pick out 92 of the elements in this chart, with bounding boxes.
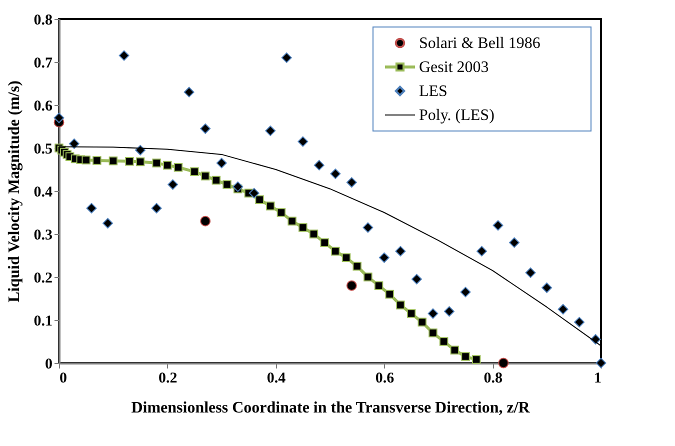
point bbox=[509, 237, 520, 248]
y-tick-label: 0.1 bbox=[34, 314, 52, 330]
point bbox=[135, 144, 146, 156]
point bbox=[396, 300, 405, 310]
point bbox=[102, 218, 114, 228]
y-tick-label: 0.7 bbox=[34, 56, 53, 72]
point bbox=[314, 160, 324, 170]
point bbox=[151, 202, 162, 214]
y-tick-label: 0.2 bbox=[34, 270, 52, 286]
point bbox=[309, 230, 318, 238]
point bbox=[298, 136, 308, 147]
point bbox=[558, 304, 568, 314]
point bbox=[346, 280, 357, 291]
y-tick-label: 0.4 bbox=[34, 184, 53, 200]
point bbox=[92, 156, 102, 165]
point bbox=[265, 126, 276, 136]
legend-label: Poly. (LES) bbox=[419, 107, 494, 124]
point bbox=[190, 167, 199, 176]
point bbox=[212, 176, 221, 185]
point bbox=[525, 267, 536, 278]
point bbox=[108, 156, 118, 166]
point bbox=[411, 274, 422, 284]
point bbox=[222, 180, 232, 189]
point bbox=[542, 282, 552, 293]
point bbox=[288, 216, 296, 226]
point bbox=[428, 308, 438, 319]
point bbox=[472, 355, 481, 364]
point bbox=[200, 172, 210, 180]
point bbox=[232, 181, 244, 192]
x-tick-label: 0.2 bbox=[158, 370, 178, 386]
legend-label: LES bbox=[419, 83, 448, 100]
y-tick-label: 0.6 bbox=[34, 98, 53, 114]
point bbox=[418, 318, 427, 327]
y-tick-label: 0.8 bbox=[34, 12, 52, 28]
point bbox=[266, 202, 275, 210]
point bbox=[364, 272, 372, 282]
point bbox=[82, 156, 90, 164]
point bbox=[378, 252, 390, 263]
point bbox=[450, 346, 460, 354]
point bbox=[590, 334, 601, 345]
point bbox=[492, 220, 504, 231]
point bbox=[346, 177, 357, 188]
point bbox=[395, 246, 406, 256]
point bbox=[125, 156, 134, 166]
x-tick-label: 1 bbox=[594, 370, 602, 386]
point bbox=[331, 246, 340, 256]
y-tick-label: 0.5 bbox=[34, 142, 52, 158]
point bbox=[298, 223, 308, 232]
point bbox=[352, 262, 362, 271]
x-tick-label: 0 bbox=[60, 370, 67, 386]
point bbox=[281, 52, 292, 63]
point bbox=[216, 158, 227, 168]
point bbox=[439, 337, 448, 346]
legend-label: Gesit 2003 bbox=[419, 59, 489, 76]
x-axis-title: Dimensionless Coordinate in the Transverse Direction, z/R bbox=[131, 400, 530, 416]
point bbox=[86, 202, 97, 214]
point bbox=[136, 157, 145, 166]
point bbox=[320, 238, 329, 247]
point bbox=[276, 208, 286, 217]
x-tick-label: 0.8 bbox=[484, 370, 502, 386]
point bbox=[174, 162, 183, 172]
point bbox=[168, 179, 178, 190]
point bbox=[200, 216, 211, 226]
x-tick-label: 0.4 bbox=[266, 370, 286, 386]
point bbox=[596, 358, 606, 368]
y-tick-label: 0.3 bbox=[34, 228, 52, 244]
legend-label: Solari & Bell 1986 bbox=[419, 35, 540, 52]
point bbox=[342, 253, 351, 262]
y-axis-title: Liquid Velocity Magnitude (m/s) bbox=[6, 80, 23, 302]
point bbox=[498, 358, 509, 368]
point bbox=[330, 168, 341, 180]
point bbox=[460, 286, 471, 298]
point bbox=[362, 222, 374, 233]
point bbox=[476, 246, 488, 256]
y-tick-label: 0 bbox=[45, 356, 52, 372]
point bbox=[374, 281, 384, 290]
point bbox=[406, 309, 416, 318]
point bbox=[574, 316, 585, 328]
point bbox=[68, 138, 80, 149]
point bbox=[255, 195, 264, 204]
point bbox=[118, 50, 130, 61]
point bbox=[200, 123, 211, 134]
point bbox=[184, 86, 194, 98]
point bbox=[54, 112, 64, 124]
x-tick-label: 0.6 bbox=[375, 370, 395, 386]
point bbox=[152, 158, 161, 168]
point bbox=[444, 306, 454, 317]
point bbox=[163, 160, 172, 170]
point bbox=[428, 328, 438, 338]
point bbox=[248, 188, 260, 198]
point bbox=[461, 352, 470, 361]
point bbox=[385, 290, 394, 299]
